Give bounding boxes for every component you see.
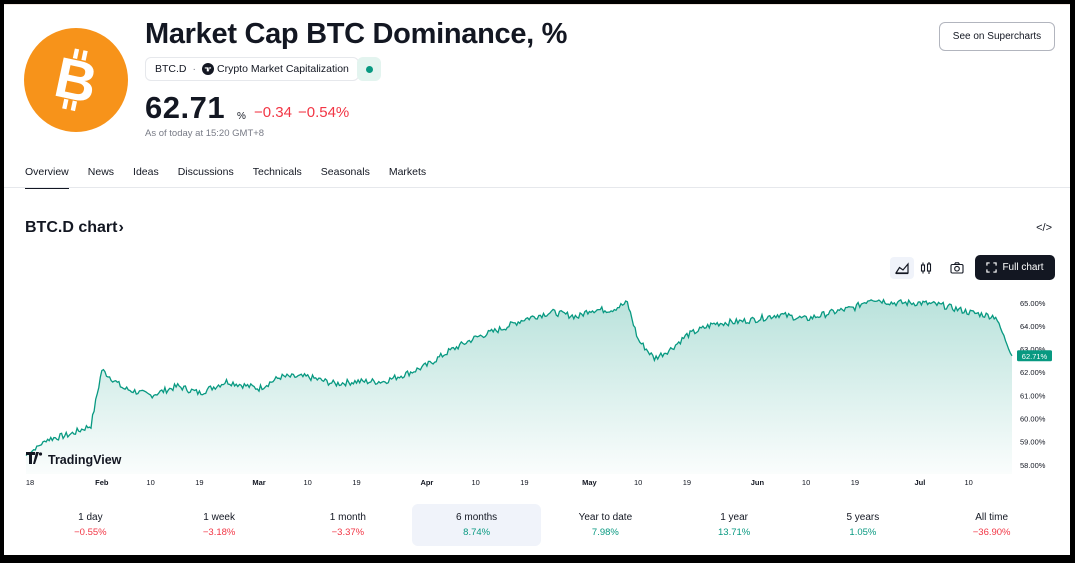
period-1-month[interactable]: 1 month −3.37%	[284, 504, 413, 546]
separator: ·	[192, 63, 197, 75]
bitcoin-logo-icon: B	[24, 28, 128, 132]
tab-ideas[interactable]: Ideas	[133, 166, 159, 178]
period-change: 13.71%	[718, 527, 751, 538]
x-tick-label: Jun	[751, 478, 765, 487]
x-tick-label: Mar	[252, 478, 265, 487]
fullscreen-icon	[986, 262, 998, 273]
tab-technicals[interactable]: Technicals	[252, 166, 302, 178]
period-all-time[interactable]: All time −36.90%	[927, 504, 1056, 546]
tab-seasonals[interactable]: Seasonals	[320, 166, 370, 178]
tabs-divider	[4, 187, 1070, 188]
symbol-info-chip[interactable]: BTC.D · Crypto Market Capitalization	[145, 57, 359, 81]
screenshot-button[interactable]	[945, 257, 969, 279]
period-label: 1 day	[78, 512, 103, 523]
x-tick-label: 10	[802, 478, 810, 487]
tab-bar: Overview News Ideas Discussions Technica…	[25, 166, 445, 189]
area-chart-icon	[895, 262, 909, 275]
tab-markets[interactable]: Markets	[388, 166, 427, 178]
period-5-years[interactable]: 5 years 1.05%	[799, 504, 928, 546]
y-tick-label: 60.00%	[1020, 415, 1046, 424]
tradingview-mark-icon	[26, 452, 39, 464]
period-label: 6 months	[456, 512, 498, 523]
x-tick-label: Feb	[95, 478, 109, 487]
period-year-to-date[interactable]: Year to date 7.98%	[541, 504, 670, 546]
top-border	[4, 4, 1070, 5]
period-label: 5 years	[846, 512, 880, 523]
period-1-day[interactable]: 1 day −0.55%	[26, 504, 155, 546]
full-chart-button[interactable]: Full chart	[975, 255, 1055, 280]
y-tick-label: 63.00%	[1020, 345, 1046, 354]
period-change: 1.05%	[849, 527, 877, 538]
y-tick-label: 64.00%	[1020, 322, 1046, 331]
period-change: 8.74%	[463, 527, 491, 538]
status-dot-icon	[365, 65, 373, 73]
last-value-marker	[1017, 350, 1052, 362]
x-tick-label: Jul	[914, 478, 925, 487]
y-tick-label: 58.00%	[1020, 461, 1046, 470]
x-tick-label: May	[582, 478, 597, 487]
x-tick-label: 19	[520, 478, 528, 487]
period-change: 7.98%	[591, 527, 619, 538]
market-status-badge[interactable]	[357, 57, 381, 81]
series-line	[25, 298, 1013, 456]
change-absolute: −0.34	[254, 104, 292, 121]
period-1-year[interactable]: 1 year 13.71%	[670, 504, 799, 546]
tab-discussions[interactable]: Discussions	[177, 166, 234, 178]
x-tick-label: 10	[472, 478, 480, 487]
x-tick-label: 19	[352, 478, 360, 487]
change-percent: −0.54%	[297, 104, 350, 121]
area-chart-button[interactable]	[890, 257, 914, 279]
period-label: 1 week	[203, 512, 235, 523]
tradingview-logo-text: TradingView	[48, 453, 122, 467]
see-on-supercharts-button[interactable]: See on Supercharts	[939, 22, 1055, 51]
period-6-months[interactable]: 6 months 8.74%	[412, 504, 541, 546]
period-label: Year to date	[578, 512, 633, 523]
embed-code-icon[interactable]: </>	[1036, 222, 1052, 234]
period-change: −36.90%	[972, 527, 1011, 538]
price-chart[interactable]: 65.00% 64.00% 63.00% 62.00% 61.00% 60.00% 59.0…	[4, 289, 1070, 489]
chevron-right-icon: ›	[118, 219, 124, 236]
last-value-label: 62.71%	[1022, 352, 1048, 361]
series-area-fill	[26, 299, 1012, 474]
period-label: All time	[975, 512, 1009, 523]
full-chart-label: Full chart	[1002, 262, 1044, 273]
period-change: −0.55%	[74, 527, 107, 538]
x-tick-label: 10	[634, 478, 642, 487]
tab-overview[interactable]: Overview	[25, 166, 69, 189]
candlestick-icon	[920, 262, 932, 274]
symbol-page: B Market Cap BTC Dominance, % BTC.D · Cr…	[4, 4, 1070, 555]
as-of-timestamp: As of today at 15:20 GMT+8	[145, 128, 265, 139]
y-tick-label: 59.00%	[1020, 438, 1046, 447]
period-label: 1 month	[329, 512, 366, 523]
x-tick-label: Apr	[420, 478, 433, 487]
ticker-label: BTC.D	[155, 63, 187, 75]
current-price: 62.71	[145, 90, 226, 125]
tradingview-mini-icon	[202, 63, 214, 75]
x-tick-label: 10	[304, 478, 312, 487]
tab-news[interactable]: News	[87, 166, 115, 178]
period-change: −3.18%	[202, 527, 236, 538]
chart-title-text: BTC.D chart	[25, 219, 118, 236]
y-tick-label: 62.00%	[1020, 368, 1046, 377]
source-label: Crypto Market Capitalization	[217, 63, 349, 75]
period-change: −3.37%	[331, 527, 365, 538]
tradingview-logo[interactable]: TradingView	[26, 452, 122, 467]
page-title: Market Cap BTC Dominance, %	[145, 18, 568, 50]
x-tick-label: 19	[195, 478, 203, 487]
candlestick-button[interactable]	[914, 257, 938, 279]
period-label: 1 year	[720, 512, 749, 523]
camera-icon	[950, 262, 964, 274]
performance-periods: 1 day −0.55% 1 week −3.18% 1 month −3.37% 6 mo…	[26, 504, 1056, 546]
period-1-week[interactable]: 1 week −3.18%	[155, 504, 284, 546]
price-unit: %	[237, 111, 246, 122]
price-change: −0.34 −0.54%	[254, 104, 349, 121]
x-tick-label: 19	[683, 478, 691, 487]
chart-section-title[interactable]: BTC.D chart›	[25, 219, 124, 237]
x-tick-label: 19	[851, 478, 859, 487]
x-tick-label: 18	[26, 478, 34, 487]
y-tick-label: 65.00%	[1020, 299, 1046, 308]
x-tick-label: 10	[146, 478, 154, 487]
y-tick-label: 61.00%	[1020, 391, 1046, 400]
x-tick-label: 10	[965, 478, 973, 487]
